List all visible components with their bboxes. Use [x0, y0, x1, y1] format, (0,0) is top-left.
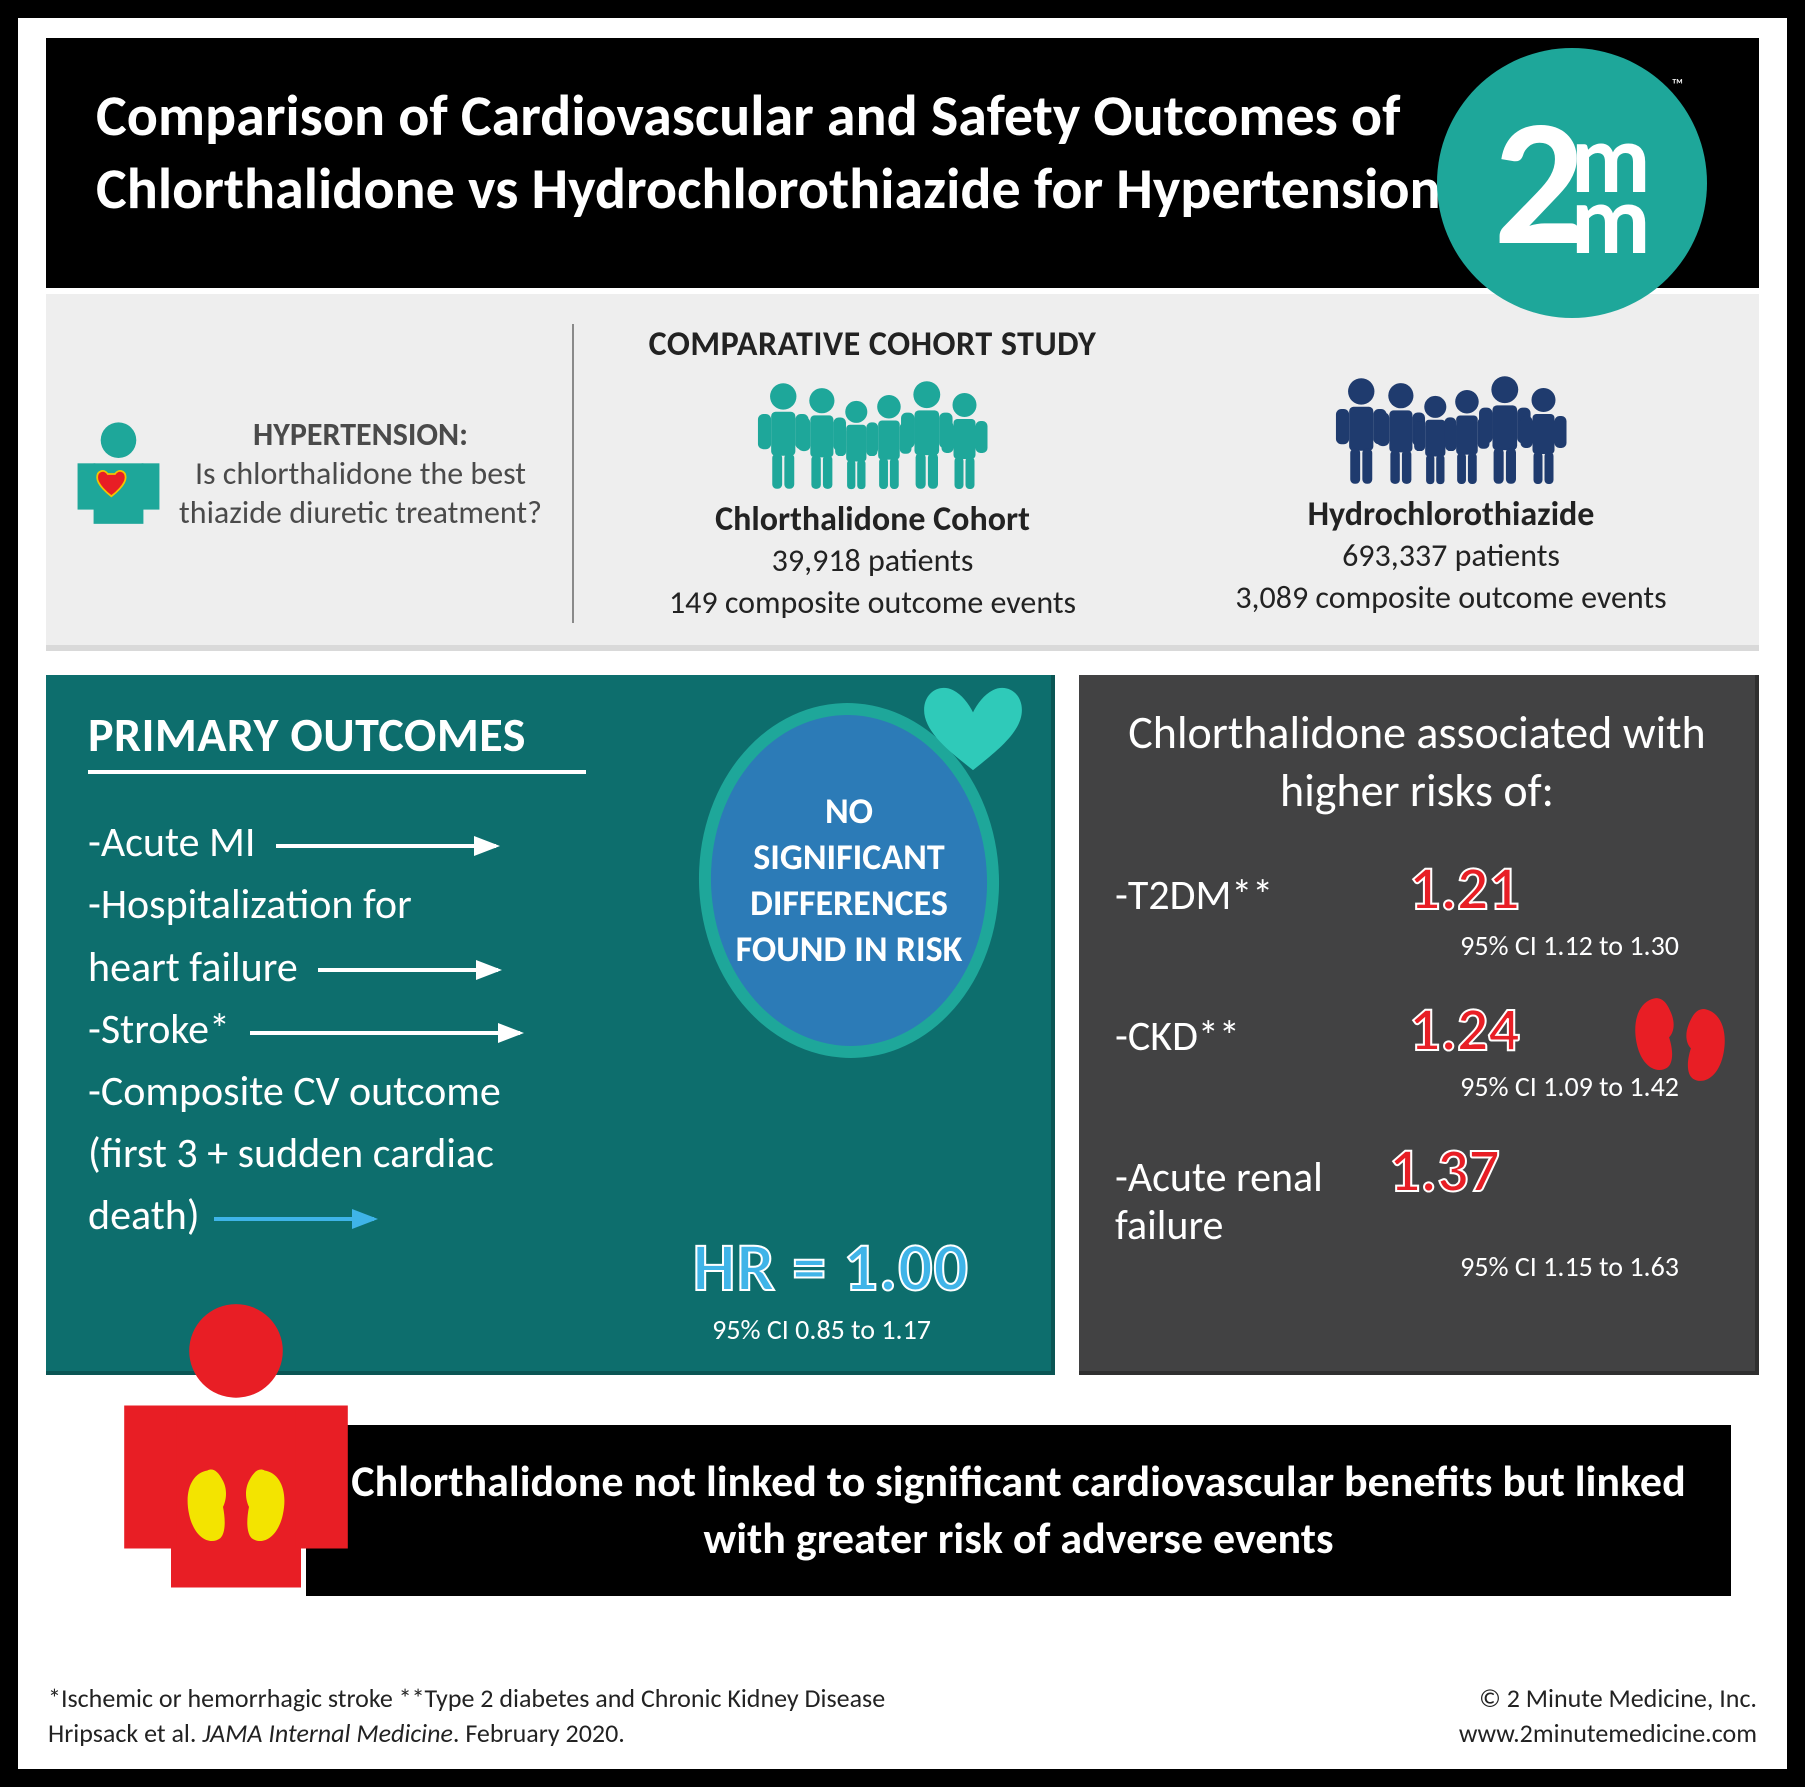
risk-ci: 95% CI 1.15 to 1.63 [1115, 1249, 1679, 1284]
hypertension-person-icon [74, 374, 163, 574]
footer: *Ischemic or hemorrhagic stroke **Type 2… [48, 1681, 1757, 1751]
risks-title: Chlorthalidone associated with higher ri… [1115, 705, 1719, 820]
page-title: Comparison of Cardiovascular and Safety … [96, 80, 1459, 225]
cohort-right-name: Hydrochlorothiazide [1171, 494, 1731, 535]
people-row-right [1171, 366, 1731, 486]
question-body: Is chlorthalidone the best thiazide diur… [179, 454, 542, 532]
kidneys-icon [1625, 985, 1735, 1110]
cohort-right-events: 3,089 composite outcome events [1171, 577, 1731, 619]
footnote-2: Hripsack et al. JAMA Internal Medicine. … [48, 1716, 885, 1751]
outcome-comp1: -Composite CV outcome [88, 1066, 501, 1117]
question-block: HYPERTENSION: Is chlorthalidone the best… [74, 324, 574, 623]
hr-ci: 95% CI 0.85 to 1.17 [712, 1312, 931, 1347]
cohort-left: COMPARATIVE COHORT STUDY [574, 324, 1171, 623]
conclusion-wrap: Chlorthalidone not linked to significant… [46, 1401, 1759, 1611]
primary-outcomes-box: PRIMARY OUTCOMES -Acute MI -Hospitalizat… [46, 675, 1055, 1375]
conclusion-box: Chlorthalidone not linked to significant… [306, 1425, 1731, 1595]
hr-value: HR = 1.00 [693, 1226, 969, 1309]
outcome-hf1: -Hospitalization for [88, 879, 412, 930]
risk-ci: 95% CI 1.12 to 1.30 [1115, 928, 1679, 963]
cohort-row: HYPERTENSION: Is chlorthalidone the best… [46, 294, 1759, 651]
cohort-left-patients: 39,918 patients [594, 540, 1151, 582]
risk-label: -T2DM** [1115, 870, 1395, 921]
risk-value: 1.21 [1409, 850, 1520, 926]
risk-row-arf: -Acute renal failure 1.37 [1115, 1132, 1719, 1251]
outcomes-row: PRIMARY OUTCOMES -Acute MI -Hospitalizat… [46, 675, 1759, 1375]
heart-icon [913, 679, 1033, 784]
question-text: HYPERTENSION: Is chlorthalidone the best… [163, 415, 544, 532]
cohort-right-patients: 693,337 patients [1171, 535, 1731, 577]
cohort-left-name: Chlorthalidone Cohort [594, 499, 1151, 540]
website-url: www.2minutemedicine.com [1459, 1716, 1757, 1751]
risk-label: -Acute renal failure [1115, 1154, 1375, 1251]
arrow-icon [250, 1031, 520, 1035]
outcome-comp2: (first 3 + sudden cardiac [88, 1128, 494, 1179]
primary-title: PRIMARY OUTCOMES [88, 705, 586, 774]
header-bar: Comparison of Cardiovascular and Safety … [46, 38, 1759, 288]
outcome-mi: -Acute MI [88, 817, 256, 868]
arrow-icon [318, 968, 498, 972]
cohort-left-events: 149 composite outcome events [594, 582, 1151, 624]
logo-m2: m [1571, 191, 1651, 252]
risks-box: Chlorthalidone associated with higher ri… [1079, 675, 1759, 1375]
risk-value: 1.37 [1389, 1132, 1500, 1208]
copyright: © 2 Minute Medicine, Inc. [1459, 1681, 1757, 1716]
oval-text: NO SIGNIFICANT DIFFERENCES FOUND IN RISK [731, 789, 967, 973]
logo-tm: ™ [1672, 76, 1683, 95]
arrow-icon [276, 844, 496, 848]
risk-row-t2dm: -T2DM** 1.21 [1115, 850, 1719, 926]
outcome-hf2: heart failure [88, 942, 298, 993]
cohort-right: Hydrochlorothiazide 693,337 patients 3,0… [1171, 324, 1731, 623]
conclusion-text: Chlorthalidone not linked to significant… [346, 1453, 1691, 1567]
footnote-1: *Ischemic or hemorrhagic stroke **Type 2… [48, 1681, 885, 1716]
question-pre: HYPERTENSION: [253, 415, 468, 454]
red-person-kidneys-icon [106, 1301, 366, 1606]
study-title: COMPARATIVE COHORT STUDY [594, 324, 1151, 365]
outcome-comp3: death) [88, 1190, 200, 1241]
risk-value: 1.24 [1409, 991, 1520, 1067]
people-row-left [594, 371, 1151, 491]
logo-2mm: ™ 2 m m [1437, 48, 1707, 318]
logo-2: 2 [1494, 120, 1579, 246]
arrow-blue-icon [214, 1217, 374, 1221]
risk-ci: 95% CI 1.09 to 1.42 [1115, 1069, 1679, 1104]
risk-label: -CKD** [1115, 1011, 1395, 1062]
outcome-stroke: -Stroke* [88, 1004, 230, 1055]
